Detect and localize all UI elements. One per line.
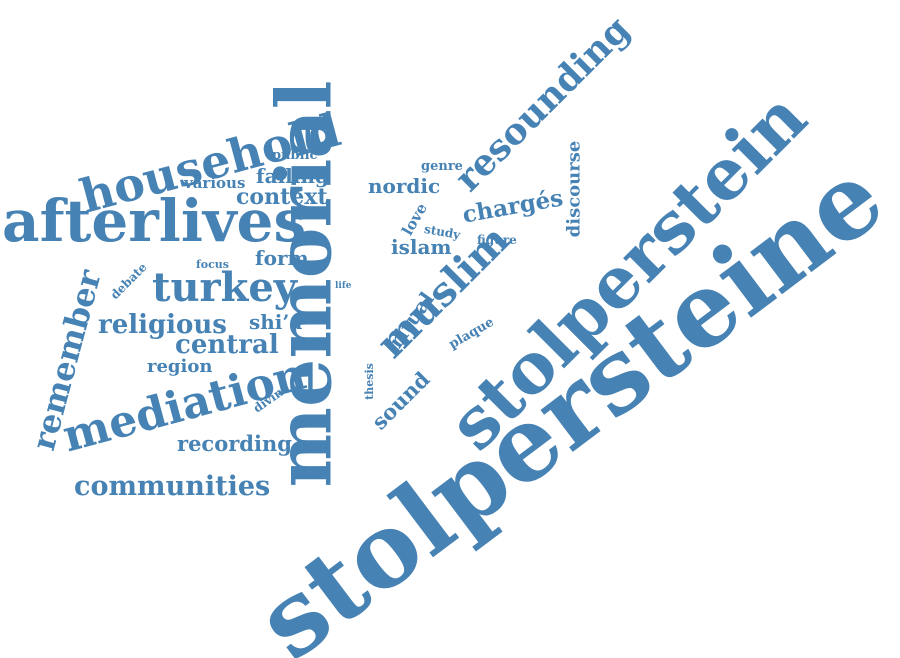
- word-thesis: thesis: [362, 363, 376, 400]
- word-discourse: discourse: [563, 140, 585, 238]
- word-shia: shi’a: [249, 310, 303, 334]
- word-region: region: [147, 356, 213, 377]
- word-central: central: [175, 330, 279, 360]
- word-resounding: resounding: [446, 8, 639, 200]
- word-form: form: [255, 246, 309, 270]
- word-nordic: nordic: [368, 174, 441, 198]
- word-sound: sound: [366, 366, 435, 435]
- word-various: various: [184, 174, 246, 192]
- word-genre: genre: [421, 159, 463, 174]
- word-focus: focus: [196, 258, 229, 271]
- word-context: context: [236, 184, 328, 210]
- word-failing: failing: [256, 164, 329, 188]
- word-plaque: plaque: [446, 314, 497, 353]
- word-islam: islam: [391, 235, 452, 259]
- word-recording: recording: [177, 431, 292, 456]
- word-turkey: turkey: [152, 264, 298, 311]
- word-afterlives: afterlives: [2, 187, 307, 255]
- word-debate: debate: [107, 260, 150, 302]
- word-life: life: [335, 281, 352, 291]
- word-religious: religious: [98, 310, 227, 340]
- word-public: public: [272, 148, 318, 163]
- word-communities: communities: [74, 471, 271, 502]
- word-figure: figure: [477, 233, 517, 247]
